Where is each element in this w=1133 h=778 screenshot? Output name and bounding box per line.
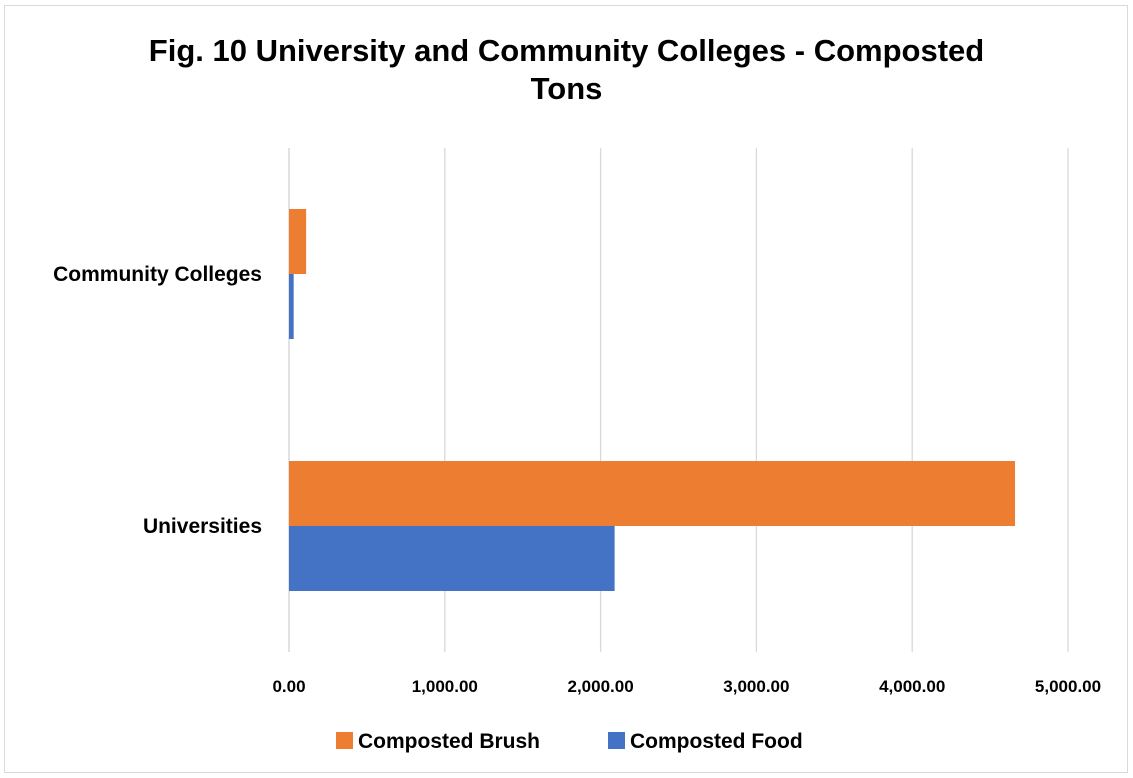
bar-composted-brush-community-colleges: [289, 209, 307, 274]
x-tick-label: 0.00: [272, 677, 305, 696]
x-tick-label: 4,000.00: [879, 677, 945, 696]
bar-composted-food-universities: [289, 526, 615, 591]
legend-swatch: [336, 732, 353, 749]
legend-label: Composted Food: [630, 730, 803, 753]
bars: [289, 209, 1016, 591]
category-label: Universities: [143, 515, 262, 538]
x-tick-labels: 0.00 1,000.00 2,000.00 3,000.00 4,000.00 5,00…: [272, 677, 1101, 696]
x-tick-label: 2,000.00: [568, 677, 634, 696]
bar-composted-food-community-colleges: [289, 274, 294, 339]
category-labels: Community Colleges Universities: [53, 263, 262, 538]
category-label: Community Colleges: [53, 263, 262, 286]
chart-title-line-2: Tons: [530, 71, 603, 106]
legend: Composted Brush Composted Food: [336, 730, 803, 753]
x-tick-label: 5,000.00: [1035, 677, 1101, 696]
x-tick-label: 3,000.00: [723, 677, 789, 696]
bar-composted-brush-universities: [289, 461, 1016, 526]
chart-title: Fig. 10 University and Community College…: [0, 32, 1133, 108]
legend-swatch: [608, 732, 625, 749]
x-tick-label: 1,000.00: [412, 677, 478, 696]
legend-label: Composted Brush: [358, 730, 540, 753]
chart-title-line-1: Fig. 10 University and Community College…: [148, 33, 985, 68]
chart-frame: [4, 5, 1128, 773]
